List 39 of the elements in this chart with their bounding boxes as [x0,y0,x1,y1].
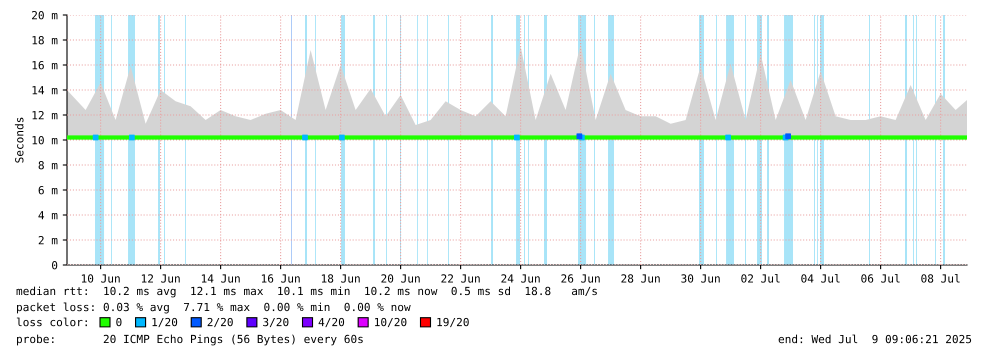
y-tick-label: 16 m [32,61,58,70]
text: packet loss: 0.03 % avg 7.71 % max 0.00 % min 0.00 % now [17,302,411,314]
y-tick-label: 20 m [32,11,58,20]
x-tick-label: 28 Jun [621,274,660,283]
legend-label: 0 [116,318,122,326]
legend-title: loss color: [16,318,87,326]
y-tick-label: 14 m [32,86,58,94]
y-tick-label: 8 m [38,161,58,170]
text: median rtt: 10.2 ms avg 12.1 ms max 10.1 ms min 10.2 ms now 0.5 ms sd 18.8 am/s [16,286,597,298]
y-tick-label: 0 [52,261,58,270]
x-tick-label: 10 Jun [82,274,120,283]
legend-label: 19/20 [437,318,469,328]
x-tick-label: 08 Jul [921,274,960,283]
x-tick-label: 14 Jun [202,274,240,283]
x-tick-label: 04 Jul [801,274,840,283]
x-tick-label: 06 Jul [861,274,900,283]
x-tick-label: 26 Jun [561,274,600,283]
legend-label: 4/20 [318,318,344,328]
y-tick-label: 10 m [32,136,58,144]
x-tick-label: 02 Jul [741,274,780,283]
x-tick-label: 22 Jun [441,274,480,283]
y-tick-label: 4 m [38,211,58,220]
text: end: Wed Jul 9 09:06:21 2025 [778,334,972,344]
y-tick-label: 2 m [38,236,58,244]
y-axis-title: Seconds [14,118,24,163]
y-tick-label: 18 m [32,36,58,44]
x-tick-label: 18 Jun [322,274,360,283]
legend-label: 1/20 [152,318,178,328]
legend-label: 3/20 [263,318,288,328]
y-tick-label: 6 m [38,186,58,194]
text: probe: 20 ICMP Echo Pings (56 Bytes) every 60s [17,334,363,346]
x-tick-label: 24 Jun [501,274,540,283]
x-tick-label: 16 Jun [262,274,300,283]
x-tick-label: 30 Jun [681,274,720,283]
y-tick-label: 12 m [32,111,58,120]
legend-label: 10/20 [375,318,406,328]
legend-label: 2/20 [208,318,233,328]
x-tick-label: 12 Jun [142,274,180,283]
x-tick-label: 20 Jun [381,274,420,283]
